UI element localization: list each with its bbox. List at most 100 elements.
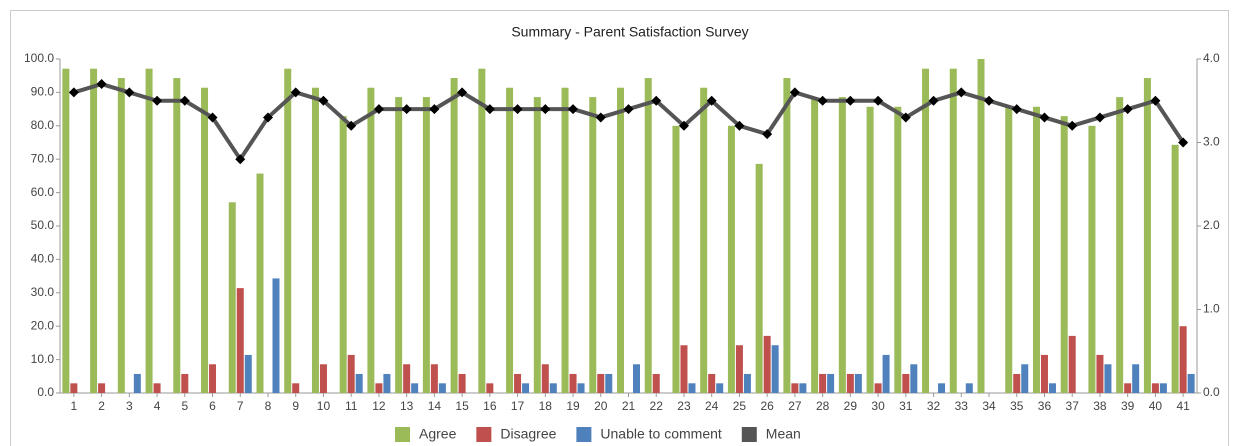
mean-marker	[1011, 104, 1022, 115]
mean-marker	[762, 129, 773, 140]
bar	[367, 87, 375, 393]
bar	[70, 383, 78, 393]
bar	[819, 373, 827, 393]
bar	[153, 383, 161, 393]
bar	[866, 106, 874, 394]
bar	[755, 163, 763, 393]
bar	[541, 364, 549, 393]
bar	[965, 383, 973, 393]
y-tick-label: 40.0	[31, 252, 55, 266]
mean-marker	[96, 79, 107, 90]
y-tick-label: 100.0	[24, 51, 54, 65]
mean-marker	[457, 87, 468, 98]
bar	[478, 68, 486, 393]
mean-marker	[207, 112, 218, 123]
y-tick-label: 70.0	[31, 151, 55, 165]
bar	[700, 87, 708, 393]
y2-tick-label: 2.0	[1203, 218, 1220, 232]
mean-marker	[984, 95, 995, 106]
bar	[1124, 383, 1132, 393]
bar	[716, 383, 724, 393]
bar	[311, 87, 319, 393]
bar	[1013, 373, 1021, 393]
y2-tick-label: 3.0	[1203, 135, 1220, 149]
bar	[1040, 354, 1048, 393]
mean-marker	[1122, 104, 1133, 115]
mean-marker	[68, 87, 79, 98]
bar	[902, 373, 910, 393]
bar	[347, 354, 355, 393]
bar	[569, 373, 577, 393]
x-tick-label: 9	[292, 399, 299, 413]
x-tick-label: 18	[539, 399, 553, 413]
bar	[846, 373, 854, 393]
mean-marker	[928, 95, 939, 106]
x-tick-label: 32	[927, 399, 941, 413]
x-tick-label: 19	[566, 399, 580, 413]
bar	[339, 116, 347, 393]
bar	[355, 373, 363, 393]
bar	[811, 97, 819, 394]
bar	[284, 68, 292, 393]
y-tick-label: 30.0	[31, 285, 55, 299]
bar	[133, 373, 141, 393]
x-tick-label: 21	[622, 399, 636, 413]
bar	[791, 383, 799, 393]
x-tick-label: 26	[760, 399, 774, 413]
legend-label: Disagree	[500, 426, 556, 442]
mean-marker	[1067, 120, 1078, 131]
bar	[201, 87, 209, 393]
x-tick-label: 23	[677, 399, 691, 413]
x-tick-label: 28	[816, 399, 830, 413]
legend-swatch	[395, 427, 410, 442]
mean-marker	[401, 104, 412, 115]
bar	[450, 78, 458, 394]
x-tick-label: 31	[899, 399, 913, 413]
bar	[827, 373, 835, 393]
bar	[1151, 383, 1159, 393]
bar	[486, 383, 494, 393]
mean-marker	[429, 104, 440, 115]
bar	[256, 173, 264, 393]
y-tick-label: 50.0	[31, 218, 55, 232]
x-tick-label: 5	[181, 399, 188, 413]
mean-marker	[512, 104, 523, 115]
x-tick-label: 29	[844, 399, 858, 413]
mean-marker	[262, 112, 273, 123]
x-tick-label: 30	[871, 399, 885, 413]
y-tick-label: 0.0	[37, 385, 54, 399]
bar	[1171, 144, 1179, 393]
y-tick-label: 60.0	[31, 185, 55, 199]
bar	[597, 373, 605, 393]
legend-swatch	[576, 427, 592, 442]
x-tick-label: 36	[1038, 399, 1052, 413]
bar	[910, 364, 918, 393]
x-tick-label: 10	[317, 399, 331, 413]
bar	[783, 78, 791, 394]
bar	[854, 373, 862, 393]
x-tick-label: 40	[1149, 399, 1163, 413]
bar	[617, 87, 624, 393]
y2-tick-label: 1.0	[1203, 302, 1220, 316]
legend-label: Agree	[419, 426, 457, 442]
bar	[735, 345, 743, 393]
x-tick-label: 3	[126, 399, 133, 413]
bar	[514, 373, 522, 393]
bar	[1132, 364, 1140, 393]
bar	[549, 383, 557, 393]
bar	[145, 68, 153, 393]
x-tick-label: 16	[483, 399, 497, 413]
legend-swatch	[741, 427, 757, 442]
x-tick-label: 12	[372, 399, 386, 413]
bar	[589, 97, 597, 394]
bar	[644, 78, 652, 394]
bar	[1179, 326, 1187, 393]
y-tick-label: 20.0	[31, 318, 55, 332]
bar	[577, 383, 585, 393]
bar	[438, 383, 446, 393]
chart-title: Summary - Parent Satisfaction Survey	[511, 24, 748, 40]
bar	[633, 364, 640, 393]
bar	[743, 373, 751, 393]
x-tick-label: 11	[345, 399, 358, 413]
